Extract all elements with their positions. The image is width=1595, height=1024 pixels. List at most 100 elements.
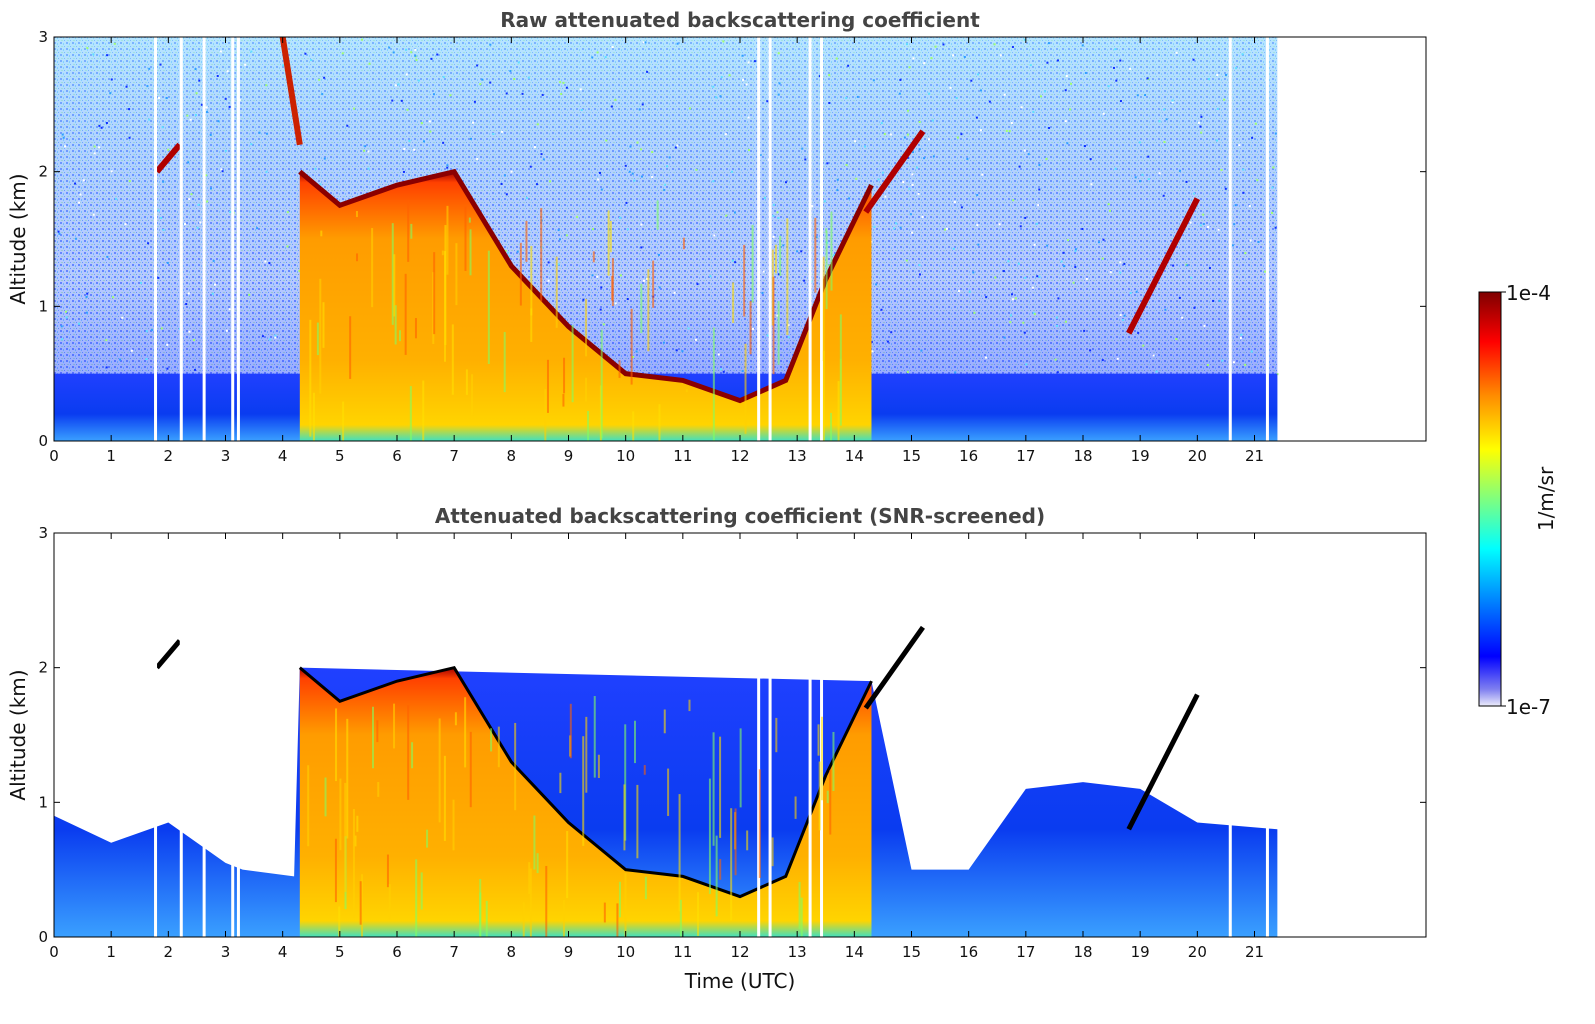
aerosol-streak [530,246,532,315]
noise-pixel [346,125,348,127]
noise-pixel [900,227,902,229]
noise-pixel [932,120,934,122]
noise-pixel [890,331,892,333]
noise-pixel [620,274,622,276]
x-tick-label: 3 [221,943,231,961]
aerosol-streak [645,877,647,899]
noise-pixel [918,264,920,266]
noise-pixel [1114,48,1116,50]
x-tick-label: 13 [788,943,807,961]
noise-pixel [476,64,478,66]
aerosol-streak [498,727,500,768]
noise-pixel [1119,272,1121,274]
aerosol-streak [469,218,471,223]
noise-pixel [777,217,779,219]
noise-pixel [1024,332,1026,334]
noise-pixel [1115,168,1117,170]
noise-pixel [666,165,668,167]
noise-pixel [121,317,123,319]
noise-pixel [732,260,734,262]
noise-pixel [1015,297,1017,299]
colorbar-min-label: 1e-7 [1506,695,1551,719]
aerosol-streak [317,323,319,356]
noise-pixel [274,337,276,339]
noise-pixel [643,280,645,282]
noise-pixel [114,43,116,45]
aerosol-streak [743,245,745,317]
noise-pixel [269,338,271,340]
data-gap [769,533,772,937]
aerosol-streak [488,251,490,364]
y-tick-label: 2 [38,659,48,677]
noise-pixel [725,133,727,135]
noise-pixel [501,131,503,133]
noise-pixel [695,169,697,171]
noise-pixel [636,350,638,352]
noise-pixel [773,204,775,206]
noise-pixel [193,339,195,341]
noise-pixel [147,242,149,244]
aerosol-streak [593,251,595,262]
noise-pixel [954,201,956,203]
noise-pixel [1117,358,1119,360]
aerosol-streak [377,782,379,797]
noise-pixel [1144,94,1146,96]
noise-pixel [907,134,909,136]
noise-pixel [720,368,722,370]
noise-pixel [1036,223,1038,225]
noise-pixel [1190,222,1192,224]
noise-pixel [318,79,320,81]
aerosol-streak [356,816,358,832]
noise-pixel [101,127,103,129]
noise-pixel [582,299,584,301]
noise-pixel [1223,99,1225,101]
noise-pixel [904,137,906,139]
aerosol-streak [821,717,823,801]
data-gap [809,37,812,441]
noise-pixel [922,216,924,218]
noise-pixel [1025,363,1027,365]
noise-pixel [1249,205,1251,207]
noise-pixel [1212,300,1214,302]
noise-pixel [1198,122,1200,124]
noise-pixel [1208,78,1210,80]
aerosol-streak [786,218,788,335]
noise-pixel [1235,67,1237,69]
aerosol-streak [773,277,775,375]
noise-pixel [576,216,578,218]
noise-pixel [131,350,133,352]
noise-pixel [1046,245,1048,247]
noise-pixel [449,94,451,96]
noise-pixel [262,335,264,337]
aerosol-streak [604,903,606,923]
noise-pixel [446,164,448,166]
noise-pixel [489,44,491,46]
noise-pixel [1006,130,1008,132]
noise-pixel [98,125,100,127]
noise-pixel [1163,109,1165,111]
noise-pixel [615,302,617,304]
noise-pixel [731,171,733,173]
noise-pixel [848,197,850,199]
noise-pixel [1070,83,1072,85]
noise-pixel [418,80,420,82]
y-tick-label: 3 [38,28,48,46]
noise-pixel [528,77,530,79]
noise-pixel [1218,229,1220,231]
noise-pixel [746,83,748,85]
noise-pixel [1238,144,1240,146]
noise-pixel [401,100,403,102]
noise-pixel [637,142,639,144]
noise-pixel [65,311,67,313]
noise-pixel [481,79,483,81]
noise-pixel [734,212,736,214]
noise-pixel [778,94,780,96]
noise-pixel [1098,241,1100,243]
noise-pixel [548,280,550,282]
noise-pixel [106,256,108,258]
noise-pixel [1164,309,1166,311]
noise-pixel [918,193,920,195]
noise-pixel [148,119,150,121]
aerosol-streak [455,243,457,305]
noise-pixel [767,334,769,336]
